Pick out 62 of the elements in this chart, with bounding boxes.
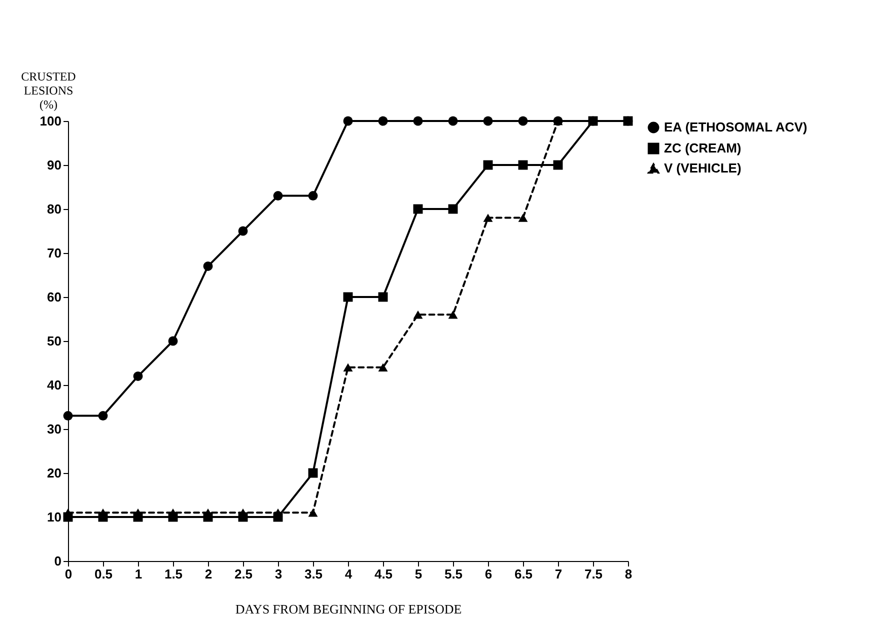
point (308, 191, 318, 201)
point (518, 160, 528, 170)
y-tick-label: 30 (47, 422, 62, 436)
point (343, 116, 353, 126)
y-tick-label: 10 (47, 510, 62, 524)
point (483, 160, 493, 170)
y-axis-title: CRUSTED LESIONS (%) (21, 70, 76, 112)
y-tick-label: 60 (47, 290, 62, 304)
point (63, 411, 73, 421)
x-tick-label: 4 (344, 566, 353, 582)
legend-label: V (VEHICLE) (664, 160, 742, 176)
point (553, 160, 563, 170)
x-tick-label: 5.5 (444, 566, 463, 582)
point (483, 116, 493, 126)
x-tick-label: 7.5 (584, 566, 603, 582)
x-tick-label: 1.5 (164, 566, 183, 582)
x-tick-label: 2.5 (234, 566, 253, 582)
point (448, 116, 458, 126)
point (203, 261, 213, 271)
point (273, 191, 283, 201)
y-tick-label: 100 (40, 114, 62, 128)
x-tick-label: 0 (64, 566, 72, 582)
point (413, 116, 423, 126)
legend-label: EA (ETHOSOMAL ACV) (664, 120, 808, 134)
x-tick-label: 0.5 (94, 566, 113, 582)
x-tick-label: 4.5 (374, 566, 393, 582)
y-tick-label: 70 (47, 246, 62, 260)
y-tick-label: 50 (47, 334, 62, 348)
point (448, 204, 458, 214)
x-axis-title: DAYS FROM BEGINNING OF EPISODE (235, 602, 462, 616)
x-tick-label: 7 (554, 566, 562, 582)
point (378, 292, 388, 302)
x-tick-label: 3 (274, 566, 282, 582)
point (98, 411, 108, 421)
point (343, 292, 353, 302)
point (308, 508, 318, 517)
x-tick-label: 1 (134, 566, 142, 582)
x-tick-label: 3.5 (304, 566, 323, 582)
y-tick-label: 90 (47, 158, 62, 172)
y-tick-label: 20 (47, 466, 62, 480)
y-tick-label: 0 (54, 554, 62, 568)
legend-label: ZC (CREAM) (664, 140, 742, 156)
y-tick-label: 40 (47, 378, 62, 392)
point (378, 363, 388, 372)
point (343, 363, 353, 372)
point (518, 116, 528, 126)
y-tick-label: 80 (47, 202, 62, 216)
point (413, 310, 423, 319)
x-tick-label: 6 (484, 566, 492, 582)
point (238, 226, 248, 236)
point (168, 336, 178, 346)
point (413, 204, 423, 214)
point (308, 468, 318, 478)
point (483, 214, 493, 222)
point (448, 310, 458, 319)
x-tick-label: 8 (624, 566, 632, 582)
point (378, 116, 388, 126)
x-tick-label: 6.5 (514, 566, 533, 582)
point (133, 371, 143, 381)
x-tick-label: 2 (204, 566, 212, 582)
x-tick-label: 5 (414, 566, 422, 582)
point (518, 214, 528, 222)
